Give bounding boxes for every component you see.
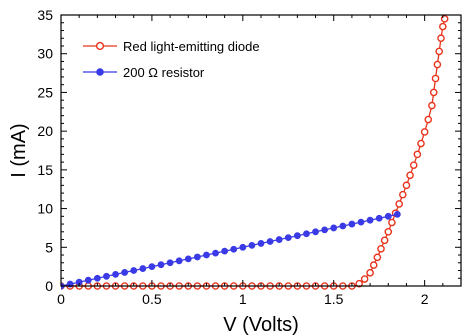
- y-tick-label: 30: [37, 46, 53, 62]
- legend-label: 200 Ω resistor: [123, 65, 205, 80]
- data-point: [239, 243, 247, 251]
- y-tick-label: 15: [37, 162, 53, 178]
- data-point: [428, 101, 436, 110]
- data-point: [360, 275, 369, 283]
- y-tick-label: 5: [45, 239, 53, 255]
- data-point: [388, 218, 396, 227]
- data-point: [429, 88, 438, 97]
- data-point: [221, 247, 229, 255]
- legend-item: Red light-emitting diode: [83, 39, 260, 54]
- data-point: [433, 60, 442, 69]
- legend-label: Red light-emitting diode: [123, 39, 260, 54]
- legend-marker: [96, 68, 104, 76]
- data-point: [384, 212, 392, 220]
- data-point: [130, 267, 138, 274]
- series-layer: [61, 15, 449, 290]
- data-point: [380, 236, 389, 245]
- data-point: [212, 249, 219, 257]
- data-point: [121, 269, 129, 276]
- data-point: [375, 214, 383, 222]
- x-axis-title: V (Volts): [223, 314, 299, 335]
- data-point: [312, 228, 319, 236]
- data-point: [366, 269, 374, 277]
- data-point: [395, 200, 403, 208]
- legend: Red light-emitting diode 200 Ω resistor: [83, 39, 260, 80]
- legend-marker: [95, 41, 105, 51]
- data-point: [409, 161, 418, 170]
- data-point: [435, 47, 443, 56]
- data-point: [413, 150, 422, 159]
- x-tick-label: 1: [239, 291, 247, 307]
- y-tick-label: 0: [45, 278, 53, 294]
- data-point: [166, 259, 174, 267]
- data-point: [339, 222, 347, 230]
- data-point: [103, 272, 110, 280]
- data-point: [402, 181, 411, 190]
- y-tick-label: 35: [37, 7, 53, 23]
- data-point: [248, 241, 256, 249]
- x-tick-label: 2: [421, 291, 429, 307]
- data-point: [303, 230, 310, 238]
- data-point: [275, 236, 283, 243]
- data-point: [293, 232, 301, 240]
- data-point: [406, 171, 414, 180]
- y-axis-title: I (mA): [8, 123, 30, 177]
- data-point: [157, 261, 165, 269]
- x-tick-label: 0.5: [142, 291, 162, 307]
- legend-item: 200 Ω resistor: [83, 65, 205, 80]
- data-point: [439, 22, 447, 31]
- data-point: [399, 190, 407, 199]
- data-point: [139, 265, 147, 272]
- data-point: [230, 245, 238, 253]
- data-point: [348, 220, 356, 228]
- data-point: [417, 139, 425, 148]
- series-line: [61, 213, 398, 287]
- data-point: [93, 274, 101, 282]
- data-point: [424, 115, 433, 124]
- x-tick-label: 0: [57, 291, 65, 307]
- data-point: [193, 253, 201, 261]
- data-point: [369, 261, 378, 269]
- data-point: [420, 128, 429, 136]
- data-point: [393, 210, 401, 218]
- data-point: [84, 276, 92, 284]
- data-point: [284, 234, 292, 242]
- data-point: [366, 216, 374, 224]
- data-point: [257, 240, 265, 247]
- data-point: [377, 245, 385, 253]
- y-tick-label: 20: [37, 123, 53, 139]
- data-point: [266, 238, 274, 245]
- data-point: [321, 226, 329, 234]
- data-point: [184, 255, 192, 263]
- data-point: [431, 74, 440, 83]
- series-resistor: [61, 210, 401, 290]
- data-point: [112, 270, 119, 278]
- data-point: [330, 224, 338, 232]
- data-point: [148, 263, 156, 271]
- data-point: [355, 279, 363, 288]
- y-tick-label: 10: [37, 201, 53, 217]
- data-point: [357, 218, 365, 226]
- x-tick-label: 1.5: [324, 291, 344, 307]
- data-point: [203, 251, 210, 259]
- y-tick-label: 25: [37, 84, 53, 100]
- data-point: [437, 34, 445, 43]
- data-point: [384, 227, 393, 236]
- data-point: [175, 257, 183, 265]
- data-point: [373, 253, 382, 262]
